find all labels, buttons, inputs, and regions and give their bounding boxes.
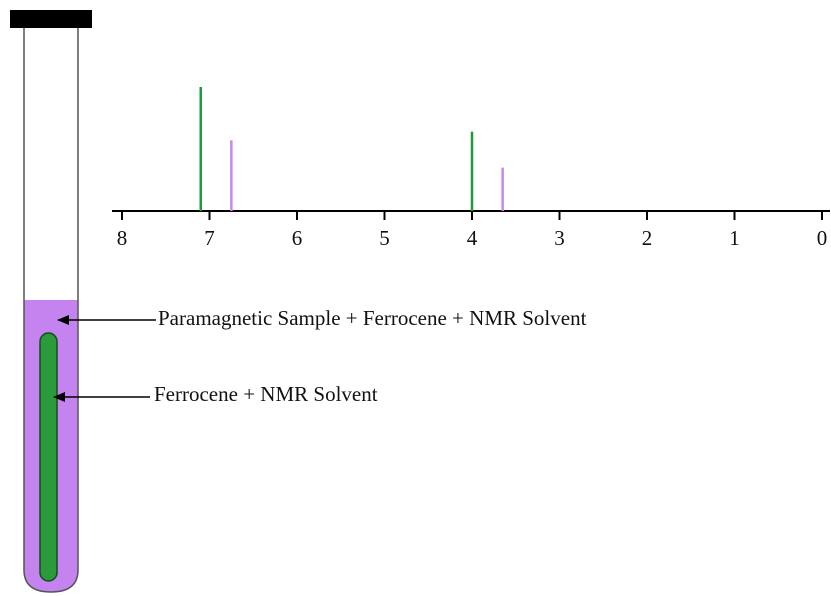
- x-tick-label: 8: [117, 226, 128, 250]
- annotation: Ferrocene + NMR Solvent: [154, 382, 378, 406]
- x-tick-label: 1: [729, 226, 740, 250]
- x-tick-label: 7: [204, 226, 215, 250]
- x-tick-label: 2: [642, 226, 653, 250]
- x-tick-label: 3: [554, 226, 565, 250]
- x-tick-label: 6: [292, 226, 303, 250]
- x-tick-label: 4: [467, 226, 478, 250]
- tube-cap: [10, 10, 92, 28]
- x-tick-label: 5: [379, 226, 390, 250]
- annotation: Paramagnetic Sample + Ferrocene + NMR So…: [158, 306, 587, 330]
- inner-capillary: [39, 332, 58, 582]
- tube-outline: [23, 28, 79, 593]
- x-tick-label: 0: [817, 226, 828, 250]
